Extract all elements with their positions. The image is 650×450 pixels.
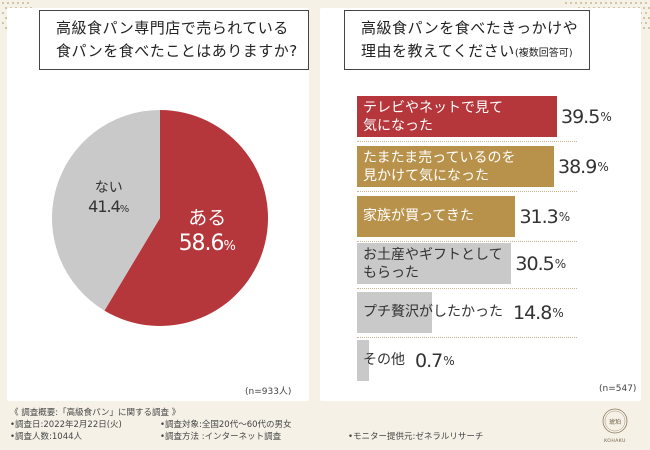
pie-label-yes: ある [188,207,226,229]
pie-value-no: 41.4% [88,197,129,216]
bar-question-note: (複数回答可) [514,48,573,59]
bar-row-divider [357,288,577,289]
bar-label: たまたま売っているのを 見かけて気になった [363,150,516,184]
bar: たまたま売っているのを 見かけて気になった [357,146,554,187]
bar-label: お土産やギフトとして もらった [363,247,503,281]
pie-label-no: ない [95,180,123,196]
kohaku-logo: 琥珀 KOHAKU [602,408,628,444]
bar-value: 30.5% [515,252,566,275]
bar-value: 31.3% [519,205,570,228]
bar-label: プチ贅沢がしたかった [363,295,503,330]
bar-sample-size: (n=547) [599,384,637,394]
bar-value: 39.5% [561,105,612,128]
bar-value: 0.7% [415,349,455,372]
survey-date: •調査日:2022年2月22日(火) [10,420,122,430]
bar: お土産やギフトとして もらった [357,243,512,284]
bar: 家族が買ってきた [357,196,516,237]
pie-value-yes: 58.6% [179,231,236,256]
survey-method: •調査方法 :インターネット調査 [160,432,282,442]
bar-row-divider [357,241,577,242]
bar: その他 [357,340,405,381]
pie-slice-no [51,109,160,311]
bar-row-divider [357,141,577,142]
bar-row-divider [357,191,577,192]
pie-question-line-2: 食パンを食べたことはありますか? [56,42,298,60]
bar-label: テレビやネットで見て 気になった [363,100,503,134]
footer: 《 調査概要:「高級食パン」に関する調査 》 •調査日:2022年2月22日(火… [0,405,650,450]
bar-question-box: 高級食パンを食べたきっかけや 理由を教えてください(複数回答可) [344,10,590,70]
survey-title: 《 調査概要:「高級食パン」に関する調査 》 [10,408,181,418]
bar: プチ贅沢がしたかった [357,292,503,333]
survey-target: •調査対象:全国20代〜60代の男女 [160,420,292,430]
pie-slice-yes [104,110,268,326]
bar-question-line-1: 高級食パンを食べたきっかけや [361,19,579,37]
kohaku-logo-text: KOHAKU [604,438,626,444]
survey-provider: •モニター提供元:ゼネラルリサーチ [348,432,484,442]
bar-row-divider [357,337,577,338]
pie-question-line-1: 高級食パン専門店で売られている [56,19,289,37]
bar-label: 家族が買ってきた [363,208,474,224]
kohaku-logo-mark: 琥珀 [609,418,621,426]
pie-sample-size: (n=933人) [245,387,292,397]
pie-question-box: 高級食パン専門店で売られている 食パンを食べたことはありますか? [39,10,309,70]
bar-value: 14.8% [513,301,564,324]
survey-respondents: •調査人数:1044人 [10,432,83,442]
bar-question-line-2: 理由を教えてください [361,42,515,60]
bar-value: 38.9% [558,155,609,178]
bar: テレビやネットで見て 気になった [357,96,557,137]
